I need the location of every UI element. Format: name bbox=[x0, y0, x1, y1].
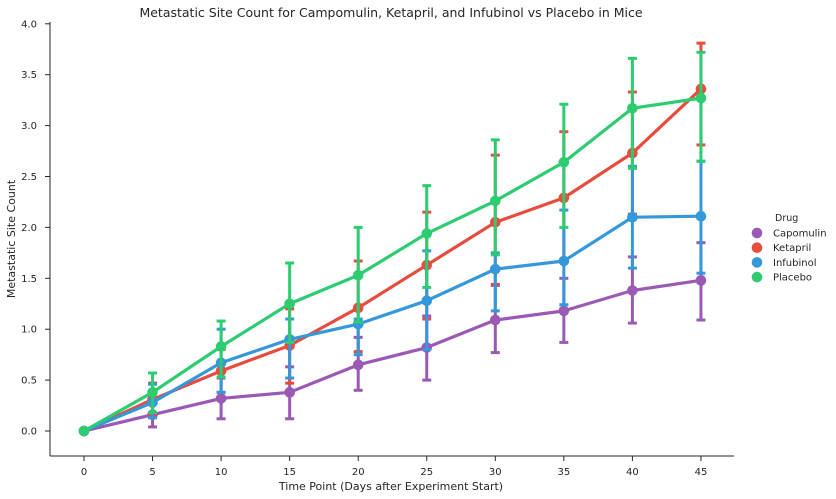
legend-marker-capomulin bbox=[751, 227, 763, 239]
legend-marker-ketapril bbox=[751, 242, 763, 253]
data-point-capomulin bbox=[695, 275, 707, 286]
y-tick-label: 1.0 bbox=[21, 325, 37, 336]
legend-item-ketapril: Ketapril bbox=[751, 242, 811, 254]
x-tick-label: 25 bbox=[420, 467, 433, 478]
chart-title: Metastatic Site Count for Campomulin, Ke… bbox=[139, 5, 642, 20]
x-tick-label: 30 bbox=[489, 467, 502, 478]
x-tick-label: 15 bbox=[283, 467, 296, 478]
series-line-capomulin bbox=[83, 278, 702, 433]
data-point-placebo bbox=[215, 341, 227, 352]
series-line-ketapril bbox=[83, 87, 703, 433]
y-tick-label: 1.5 bbox=[21, 274, 37, 285]
x-ticks: 0 5 10 15 20 25 30 35 40 45 bbox=[81, 456, 708, 478]
x-axis-title: Time Point (Days after Experiment Start) bbox=[278, 480, 503, 493]
x-tick-label: 35 bbox=[557, 467, 570, 478]
data-point-infubinol bbox=[558, 255, 570, 267]
y-tick-label: 3.0 bbox=[21, 121, 37, 132]
data-point-capomulin bbox=[215, 393, 227, 404]
data-point-infubinol bbox=[490, 263, 501, 275]
x-tick-label: 45 bbox=[695, 467, 708, 478]
y-tick-label: 4.0 bbox=[21, 19, 37, 30]
data-point-capomulin bbox=[627, 285, 638, 296]
series-infubinol bbox=[78, 159, 707, 437]
x-tick-label: 40 bbox=[626, 467, 639, 478]
data-point-capomulin bbox=[284, 387, 295, 398]
error-bar-placebo bbox=[696, 50, 706, 163]
error-bar-infubinol bbox=[490, 251, 500, 313]
data-point-placebo bbox=[490, 195, 501, 207]
series-placebo bbox=[78, 50, 707, 437]
legend-label-infubinol: Infubinol bbox=[773, 258, 817, 269]
legend-item-placebo: Placebo bbox=[751, 271, 812, 284]
data-point-placebo bbox=[558, 156, 570, 168]
legend: Drug Capomulin Ketapril Infubinol Placebo bbox=[751, 213, 827, 284]
data-point-capomulin bbox=[558, 305, 570, 317]
series-capomulin bbox=[78, 241, 707, 437]
legend-marker-placebo bbox=[751, 271, 763, 283]
data-point-placebo bbox=[695, 92, 707, 104]
x-tick-label: 0 bbox=[81, 467, 87, 478]
axes bbox=[49, 22, 734, 457]
x-tick-label: 5 bbox=[149, 467, 155, 478]
y-tick-label: 0.5 bbox=[21, 376, 37, 387]
plot-area bbox=[78, 41, 707, 437]
data-point-placebo bbox=[147, 387, 158, 398]
legend-label-ketapril: Ketapril bbox=[773, 243, 811, 254]
y-tick-label: 2.0 bbox=[21, 223, 37, 234]
x-tick-label: 20 bbox=[352, 467, 365, 478]
series-line-placebo bbox=[83, 96, 702, 433]
series-line-infubinol bbox=[83, 214, 701, 433]
data-point-placebo bbox=[627, 102, 638, 114]
legend-item-infubinol: Infubinol bbox=[751, 257, 817, 269]
legend-label-capomulin: Capomulin bbox=[773, 229, 827, 240]
data-point-infubinol bbox=[627, 211, 638, 223]
y-axis-title: Metastatic Site Count bbox=[5, 179, 18, 298]
data-point-placebo bbox=[352, 269, 364, 281]
legend-title: Drug bbox=[775, 213, 798, 224]
y-tick-label: 0.0 bbox=[21, 427, 37, 438]
y-ticks: 0.0 0.5 1.0 1.5 2.0 2.5 3.0 3.5 4.0 bbox=[21, 19, 50, 438]
data-point-placebo bbox=[421, 228, 433, 239]
data-point-infubinol bbox=[695, 210, 707, 222]
data-point-capomulin bbox=[490, 314, 501, 326]
y-tick-label: 3.5 bbox=[21, 70, 37, 81]
legend-item-capomulin: Capomulin bbox=[751, 227, 827, 240]
y-tick-label: 2.5 bbox=[21, 172, 37, 183]
data-point-placebo bbox=[284, 298, 295, 310]
data-point-placebo bbox=[78, 425, 90, 437]
data-point-infubinol bbox=[421, 295, 433, 306]
legend-marker-infubinol bbox=[751, 257, 763, 268]
data-point-capomulin bbox=[352, 359, 364, 371]
legend-label-placebo: Placebo bbox=[773, 273, 812, 284]
x-tick-label: 10 bbox=[215, 467, 228, 478]
